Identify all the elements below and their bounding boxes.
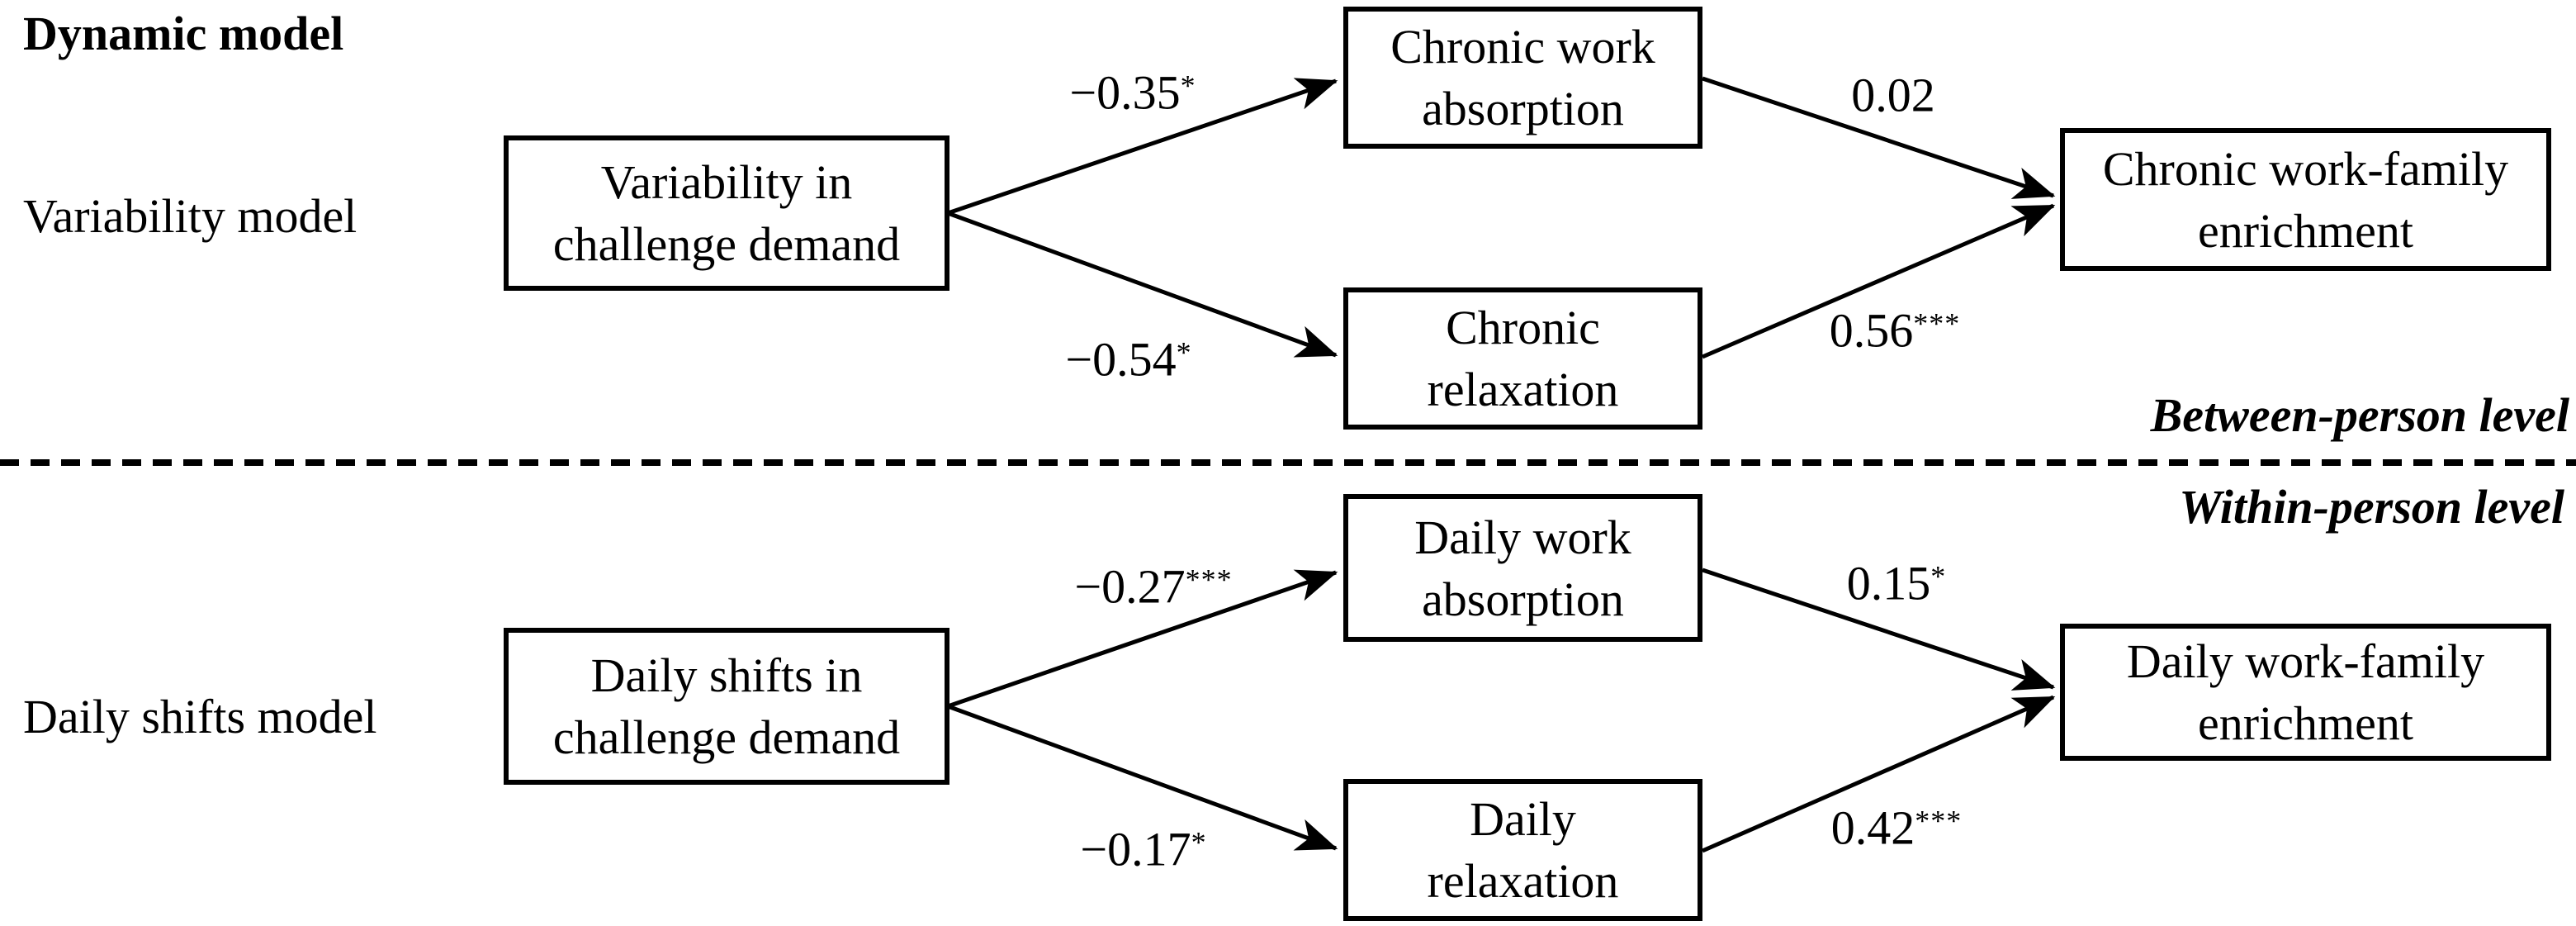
path-coefficient-daily-shifts-to-absorption: −0.27*** <box>1074 558 1232 614</box>
significance-stars: * <box>1180 69 1196 102</box>
coefficient-value: −0.27 <box>1074 559 1186 614</box>
significance-stars: *** <box>1185 563 1233 596</box>
path-coefficient-daily-absorption-to-enrichment: 0.15* <box>1847 555 1946 610</box>
coefficient-value: −0.17 <box>1080 822 1191 876</box>
path-coefficient-daily-relaxation-to-enrichment: 0.42*** <box>1831 800 1962 855</box>
arrow-daily-shifts-to-daily-absorption <box>947 569 1338 709</box>
arrow-chronic-relaxation-to-enrichment <box>1702 203 2056 359</box>
box-chronic-relaxation: Chronic relaxation <box>1343 287 1702 430</box>
arrow-daily-relaxation-to-enrichment <box>1701 695 2056 853</box>
significance-stars: * <box>1191 825 1207 859</box>
significance-stars: * <box>1930 559 1947 593</box>
arrow-chronic-absorption-to-enrichment <box>1702 76 2056 199</box>
significance-stars: *** <box>1913 306 1961 340</box>
box-chronic-work-family-enrichment: Chronic work-family enrichment <box>2060 128 2551 271</box>
box-chronic-work-absorption: Chronic work absorption <box>1343 7 1702 149</box>
arrow-daily-absorption-to-enrichment <box>1702 567 2056 691</box>
diagram-title: Dynamic model <box>23 7 344 60</box>
path-coefficient-relaxation-to-enrichment: 0.56*** <box>1830 302 1960 358</box>
significance-stars: *** <box>1915 804 1963 838</box>
arrow-daily-shifts-to-daily-relaxation <box>947 704 1338 851</box>
coefficient-value: 0.42 <box>1830 800 1915 855</box>
box-variability-in-challenge-demand: Variability in challenge demand <box>504 135 949 291</box>
coefficient-value: 0.56 <box>1829 303 1914 358</box>
box-daily-work-absorption: Daily work absorption <box>1343 494 1702 642</box>
arrow-variability-to-chronic-relaxation <box>947 211 1338 358</box>
model-label-daily-shifts: Daily shifts model <box>23 690 377 743</box>
level-label-within-person: Within-person level <box>2179 480 2564 534</box>
model-label-variability: Variability model <box>23 189 358 243</box>
path-coefficient-variability-to-absorption: −0.35* <box>1069 64 1196 120</box>
coefficient-value: 0.02 <box>1851 68 1935 122</box>
box-daily-shifts-in-challenge-demand: Daily shifts in challenge demand <box>504 628 949 785</box>
arrow-variability-to-chronic-absorption <box>947 78 1338 216</box>
path-coefficient-variability-to-relaxation: −0.54* <box>1065 331 1191 387</box>
path-coefficient-daily-shifts-to-relaxation: −0.17* <box>1080 821 1206 876</box>
coefficient-value: −0.35 <box>1069 65 1181 120</box>
box-daily-work-family-enrichment: Daily work-family enrichment <box>2060 624 2551 761</box>
coefficient-value: 0.15 <box>1846 556 1931 610</box>
significance-stars: * <box>1176 335 1192 369</box>
path-coefficient-absorption-to-enrichment: 0.02 <box>1851 67 1935 122</box>
level-label-between-person: Between-person level <box>2150 388 2569 442</box>
coefficient-value: −0.54 <box>1065 332 1177 387</box>
box-daily-relaxation: Daily relaxation <box>1343 779 1702 921</box>
